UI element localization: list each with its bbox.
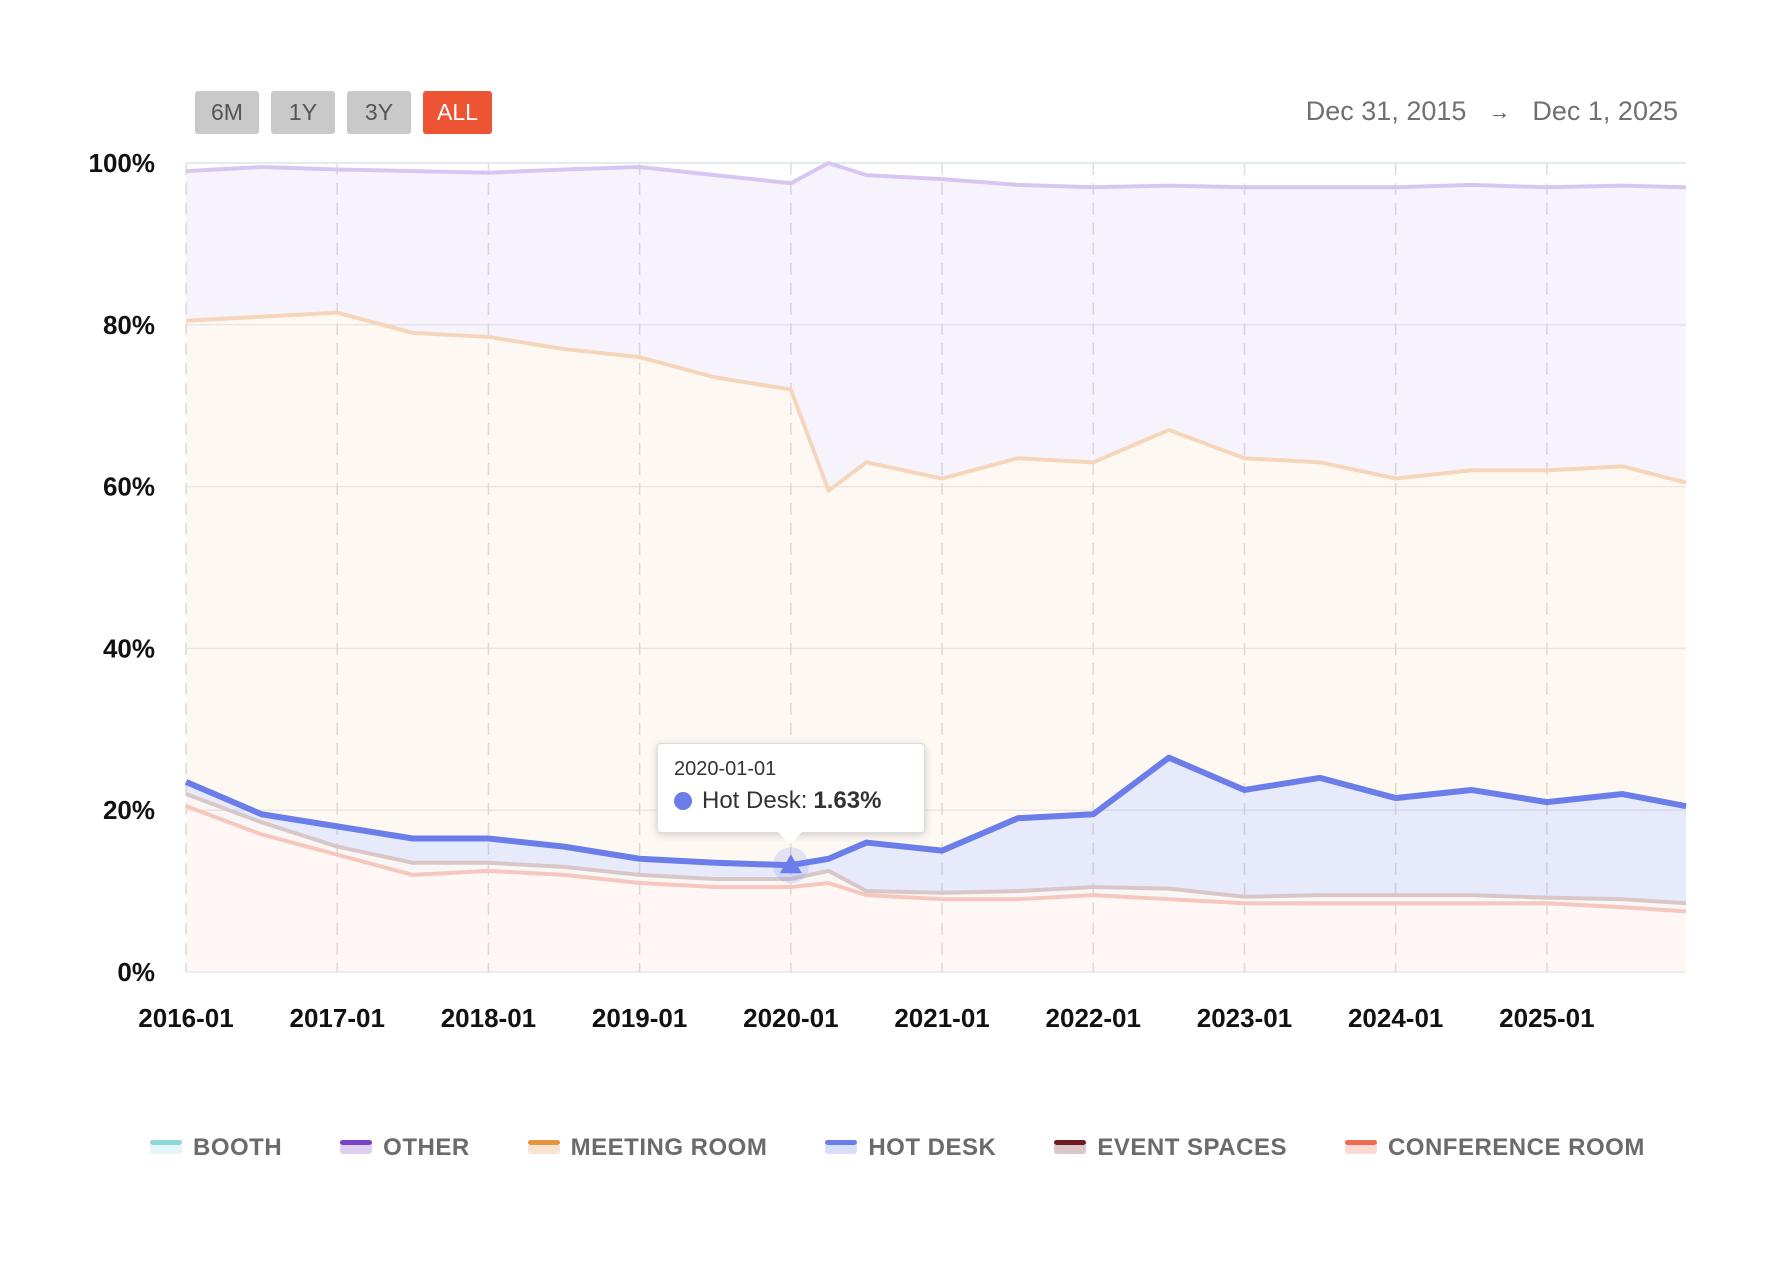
- legend-label: OTHER: [383, 1134, 470, 1161]
- area-other: [186, 163, 1686, 491]
- area-meeting-room: [186, 312, 1686, 866]
- legend-label: EVENT SPACES: [1097, 1134, 1287, 1161]
- range-3y-button[interactable]: 3Y: [347, 91, 411, 134]
- x-tick-label: 2022-01: [1046, 1003, 1141, 1033]
- legend-label: BOOTH: [193, 1134, 283, 1161]
- x-tick-label: 2025-01: [1499, 1003, 1594, 1033]
- area-conference-room: [186, 806, 1686, 972]
- series-areas: [186, 163, 1686, 972]
- y-tick-label: 60%: [103, 472, 155, 502]
- legend-item-other[interactable]: OTHER: [340, 1134, 470, 1162]
- legend-item-meeting-room[interactable]: MEETING ROOM: [527, 1134, 768, 1162]
- area-hot-desk: [186, 757, 1686, 904]
- tooltip-row: Hot Desk: 1.63%: [674, 787, 908, 815]
- legend-item-booth[interactable]: BOOTH: [150, 1134, 282, 1162]
- legend-label: CONFERENCE ROOM: [1387, 1134, 1645, 1161]
- legend-swatch: [1054, 1140, 1087, 1156]
- legend-swatch: [527, 1140, 560, 1156]
- date-range: Dec 31, 2015 → Dec 1, 2025: [1306, 96, 1678, 127]
- y-tick-label: 80%: [103, 310, 155, 340]
- hover-marker: [772, 847, 809, 884]
- legend: BOOTH OTHER MEETING ROOM HOT DESK EVENT SPAC…: [150, 1134, 1703, 1162]
- x-tick-label: 2019-01: [592, 1003, 687, 1033]
- legend-item-hot-desk[interactable]: HOT DESK: [825, 1134, 996, 1162]
- arrow-right-icon: →: [1488, 98, 1511, 124]
- x-tick-label: 2024-01: [1348, 1003, 1443, 1033]
- date-start: Dec 31, 2015: [1305, 96, 1467, 126]
- line-event-spaces: [185, 792, 1687, 906]
- range-1y-button[interactable]: 1Y: [271, 91, 335, 134]
- line-meeting-room: [185, 310, 1687, 493]
- line-hot-desk: [184, 754, 1687, 869]
- tooltip-value: 1.63%: [813, 787, 882, 814]
- x-tick-label: 2021-01: [894, 1003, 989, 1033]
- y-tick-label: 20%: [103, 795, 155, 825]
- range-6m-button[interactable]: 6M: [195, 91, 259, 134]
- legend-swatch: [1344, 1140, 1377, 1156]
- range-selector: 6M 1Y 3Y ALL: [195, 91, 492, 134]
- legend-item-conference-room[interactable]: CONFERENCE ROOM: [1344, 1134, 1645, 1162]
- x-tick-label: 2016-01: [138, 1003, 233, 1033]
- x-tick-label: 2017-01: [289, 1003, 384, 1033]
- tooltip-series-dot: [674, 792, 692, 810]
- tooltip-date: 2020-01-01: [674, 758, 777, 780]
- x-tick-label: 2018-01: [441, 1003, 536, 1033]
- legend-swatch: [340, 1140, 373, 1156]
- chart-tooltip: 2020-01-01 Hot Desk: 1.63%: [657, 743, 925, 844]
- series-lines: [184, 161, 1687, 914]
- axes: 0% 20% 40% 60% 80% 100% 2016-01 2017-01 2018-01 2…: [89, 148, 1595, 1033]
- legend-swatch: [825, 1140, 858, 1156]
- y-tick-label: 40%: [103, 633, 155, 663]
- legend-swatch: [150, 1140, 182, 1156]
- area-event-spaces: [186, 794, 1686, 912]
- y-tick-label: 100%: [89, 148, 156, 178]
- range-all-button[interactable]: ALL: [423, 91, 492, 134]
- legend-label: HOT DESK: [868, 1134, 997, 1161]
- x-tick-label: 2023-01: [1197, 1003, 1292, 1033]
- grid: [185, 162, 1686, 973]
- legend-label: MEETING ROOM: [570, 1134, 768, 1161]
- legend-item-event-spaces[interactable]: EVENT SPACES: [1054, 1134, 1287, 1162]
- date-end: Dec 1, 2025: [1532, 96, 1678, 126]
- line-conference-room: [185, 804, 1687, 914]
- hover-point: [779, 854, 802, 874]
- line-other: [185, 161, 1687, 190]
- tooltip-series-name: Hot Desk:: [702, 787, 808, 814]
- x-tick-label: 2020-01: [743, 1003, 838, 1033]
- y-tick-label: 0%: [117, 957, 155, 987]
